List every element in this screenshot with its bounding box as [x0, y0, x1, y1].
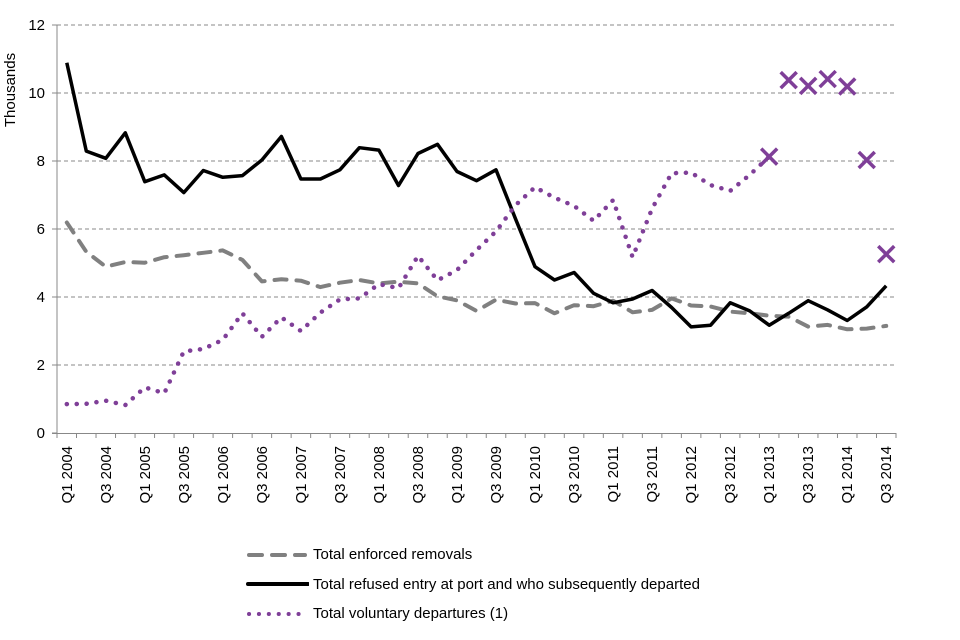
x-tick-label: Q3 2010: [566, 446, 583, 504]
x-tick-label: Q3 2011: [644, 446, 661, 502]
y-tick-label: 0: [37, 425, 45, 442]
x-marker-stroke: [798, 76, 818, 96]
legend-item-enforced-removals: Total enforced removals: [245, 540, 700, 570]
x-marker: [759, 147, 779, 166]
y-axis-tick-labels: 0 2 4 6 8 10 12: [28, 17, 45, 442]
series-line-total-voluntary-departures-1: [64, 154, 772, 408]
y-tick-label: 8: [37, 153, 45, 170]
x-tick-label: Q3 2004: [98, 446, 115, 504]
x-tick-label: Q3 2012: [722, 446, 739, 504]
y-tick-label: 12: [28, 17, 45, 34]
x-tick-label: Q1 2013: [761, 446, 778, 504]
series-line-total-enforced-removals: [64, 220, 889, 332]
legend-item-voluntary-departures: Total voluntary departures (1): [245, 599, 700, 629]
x-marker: [877, 244, 896, 264]
x-marker: [798, 76, 818, 96]
legend-label: Total voluntary departures (1): [313, 605, 509, 623]
y-tick-label: 6: [37, 221, 45, 238]
x-tick-label: Q3 2013: [800, 446, 817, 504]
x-tick-label: Q1 2009: [449, 446, 466, 504]
x-tick-label: Q3 2009: [488, 446, 505, 504]
x-tick-label: Q1 2008: [371, 446, 388, 504]
y-tick-label: 10: [28, 85, 45, 102]
y-tick-label: 4: [37, 289, 45, 306]
x-tick-label: Q3 2014: [878, 446, 895, 504]
x-marker: [837, 77, 857, 96]
x-marker-stroke: [759, 147, 779, 166]
x-tick-label: Q1 2011: [605, 446, 622, 502]
x-tick-label: Q1 2007: [293, 446, 310, 504]
provisional-markers: [759, 69, 896, 264]
x-marker: [857, 150, 876, 170]
series-line-total-refused-entry-at-port-and-who-subsequently-departed: [65, 62, 888, 329]
x-marker-stroke: [837, 77, 857, 96]
y-axis-title: Thousands: [2, 53, 19, 127]
x-tick-label: Q3 2006: [254, 446, 271, 504]
legend-label: Total enforced removals: [313, 546, 473, 564]
x-tick-label: Q1 2012: [683, 446, 700, 504]
x-tick-label: Q1 2014: [839, 446, 856, 504]
x-marker: [818, 69, 837, 89]
x-tick-label: Q1 2010: [527, 446, 544, 504]
x-tick-label: Q1 2004: [59, 446, 76, 504]
x-marker-stroke: [779, 70, 798, 90]
legend: Total enforced removals Total refused en…: [245, 540, 700, 629]
x-marker: [779, 70, 798, 90]
x-axis-tick-labels: Q1 2004 Q3 2004 Q1 2005 Q3 2005 Q1 2006 Q3 20…: [59, 446, 895, 504]
legend-label: Total refused entry at port and who subs…: [313, 575, 700, 593]
gridlines: [52, 24, 896, 434]
legend-item-refused-entry: Total refused entry at port and who subs…: [245, 570, 700, 600]
legend-swatch-solid: [246, 582, 309, 587]
x-axis-ticks: [56, 433, 897, 438]
x-tick-label: Q3 2005: [176, 446, 193, 504]
x-tick-label: Q1 2005: [137, 446, 154, 504]
series-layer: [64, 62, 889, 408]
x-tick-label: Q3 2007: [332, 446, 349, 504]
x-marker-stroke: [818, 69, 837, 89]
y-tick-label: 2: [37, 357, 45, 374]
x-marker-stroke: [857, 150, 876, 170]
legend-swatch-dotted: [247, 611, 309, 616]
x-tick-label: Q3 2008: [410, 446, 427, 504]
legend-swatch-dashed: [247, 552, 307, 557]
x-marker-stroke: [877, 244, 896, 264]
x-tick-label: Q1 2006: [215, 446, 232, 504]
